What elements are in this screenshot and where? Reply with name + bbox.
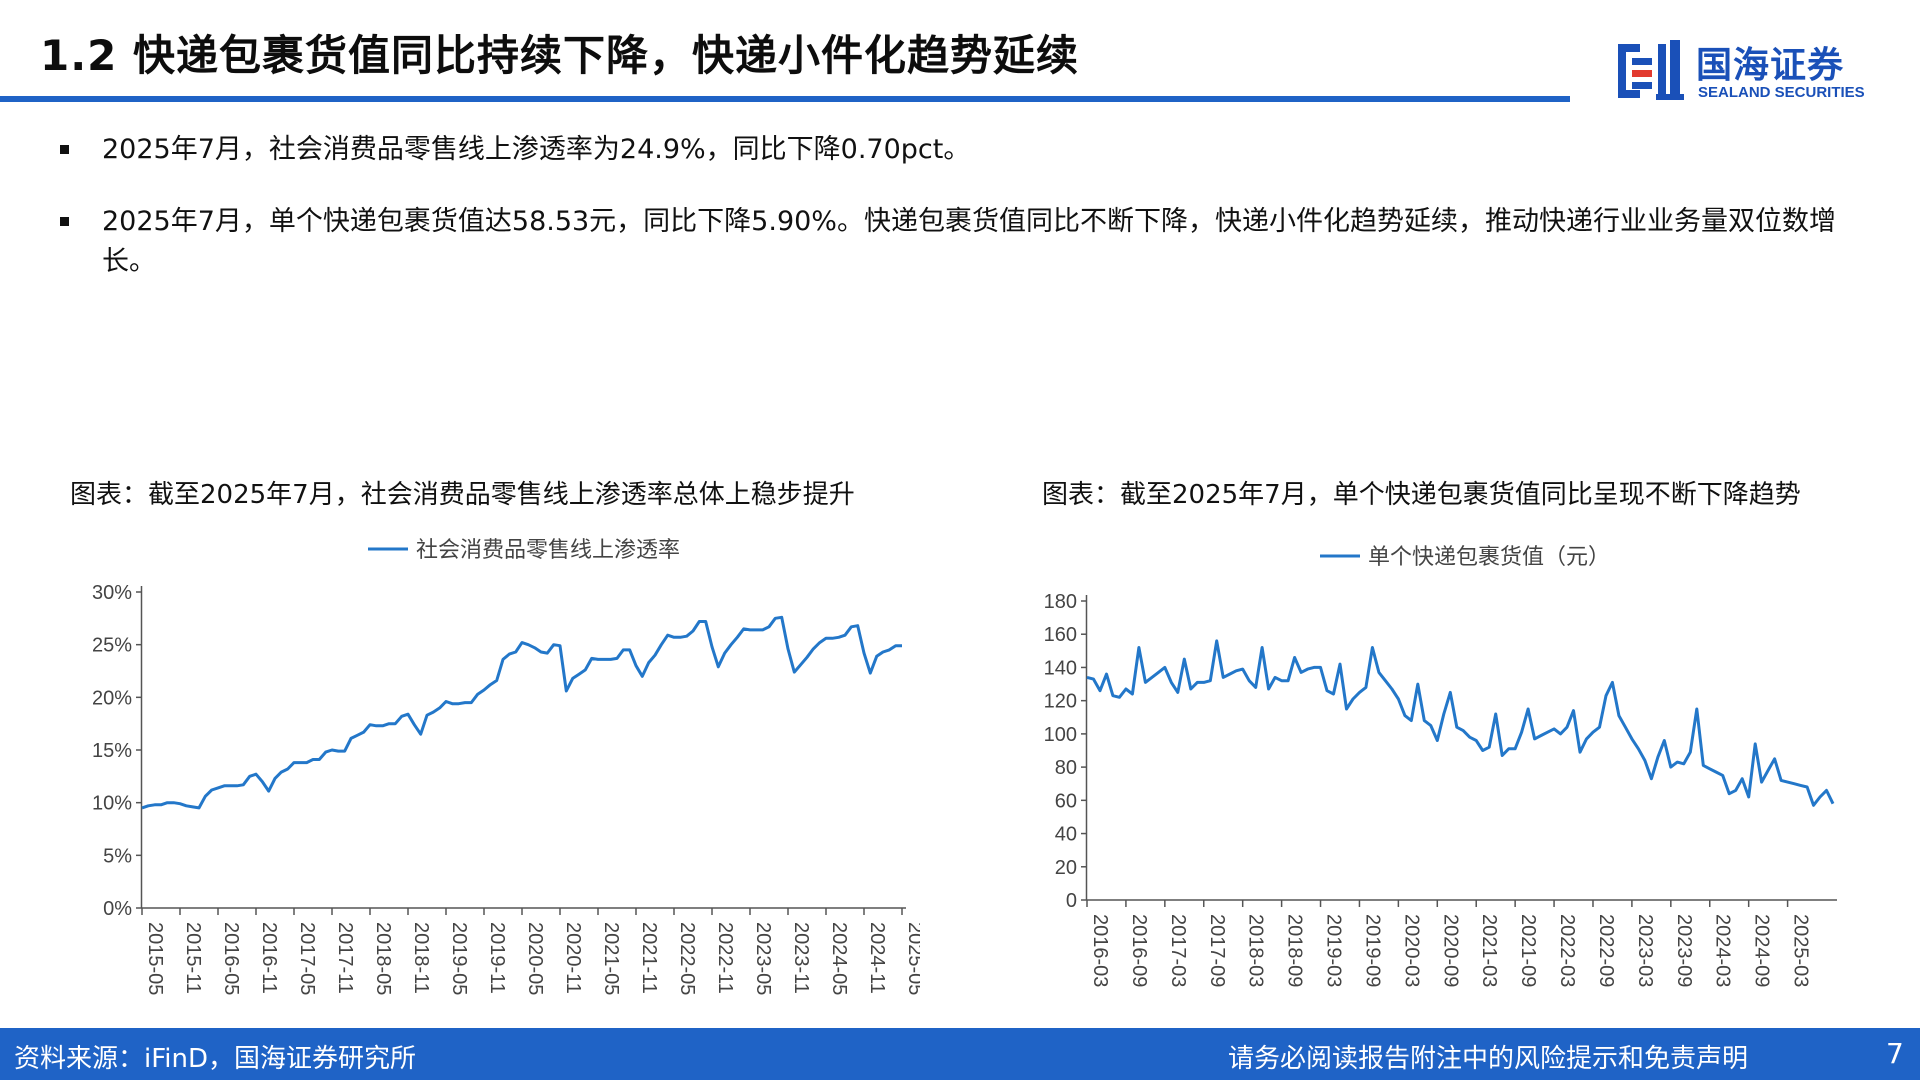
x-tick-label: 2021-09 [1517, 914, 1539, 987]
logo-chinese-name: 国海证券 [1696, 45, 1845, 86]
x-tick-label: 2016-03 [1089, 914, 1111, 987]
bullet-item: 2025年7月，社会消费品零售线上渗透率为24.9%，同比下降0.70pct。 [58, 130, 1858, 170]
y-tick-label: 0% [103, 898, 132, 920]
x-tick-label: 2024-09 [1751, 914, 1773, 987]
y-tick-label: 20 [1055, 857, 1077, 879]
y-tick-label: 30% [92, 582, 132, 604]
x-tick-label: 2024-05 [828, 922, 850, 995]
x-tick-label: 2017-09 [1206, 914, 1228, 987]
bullet-text: 2025年7月，社会消费品零售线上渗透率为24.9%，同比下降0.70pct。 [102, 134, 971, 165]
x-tick-label: 2024-11 [866, 922, 888, 994]
page-title: 1.2 快递包裹货值同比持续下降，快递小件化趋势延续 [40, 31, 1080, 80]
x-tick-label: 2015-11 [182, 922, 204, 994]
bullet-square-icon [60, 145, 69, 154]
x-tick-label: 2016-05 [220, 922, 242, 995]
x-tick-label: 2024-03 [1712, 914, 1734, 987]
y-tick-label: 60 [1055, 790, 1077, 812]
x-tick-label: 2019-03 [1323, 914, 1345, 987]
x-tick-label: 2020-09 [1439, 914, 1461, 987]
x-tick-label: 2022-11 [714, 922, 736, 994]
x-tick-label: 2015-05 [144, 922, 166, 995]
x-tick-label: 2023-05 [752, 922, 774, 995]
page-number: 7 [1886, 1037, 1904, 1070]
bullet-list: 2025年7月，社会消费品零售线上渗透率为24.9%，同比下降0.70pct。 … [58, 130, 1858, 314]
title-divider [0, 96, 1570, 102]
company-logo: 国海证券 SEALAND SECURITIES [1612, 36, 1882, 106]
right-chart-caption: 图表：截至2025年7月，单个快递包裹货值同比呈现不断下降趋势 [1042, 480, 1801, 510]
bullet-text: 2025年7月，单个快递包裹货值达58.53元，同比下降5.90%。快递包裹货值… [102, 206, 1836, 277]
x-tick-label: 2020-05 [524, 922, 546, 995]
y-tick-label: 80 [1055, 757, 1077, 779]
series-line [141, 615, 902, 810]
y-tick-label: 100 [1044, 724, 1077, 746]
x-tick-label: 2017-11 [334, 922, 356, 994]
x-tick-label: 2022-03 [1556, 914, 1578, 987]
x-tick-label: 2018-11 [410, 922, 432, 994]
bullet-item: 2025年7月，单个快递包裹货值达58.53元，同比下降5.90%。快递包裹货值… [58, 202, 1858, 282]
logo-english-name: SEALAND SECURITIES [1698, 84, 1865, 101]
left-chart-caption: 图表：截至2025年7月，社会消费品零售线上渗透率总体上稳步提升 [70, 480, 855, 510]
x-tick-label: 2025-03 [1790, 914, 1812, 987]
x-tick-label: 2020-03 [1400, 914, 1422, 987]
x-tick-label: 2021-05 [600, 922, 622, 995]
x-tick-label: 2019-09 [1361, 914, 1383, 987]
y-tick-label: 20% [92, 687, 132, 709]
x-tick-label: 2022-05 [676, 922, 698, 995]
x-tick-label: 2017-03 [1167, 914, 1189, 987]
bullet-square-icon [60, 217, 69, 226]
online-penetration-chart: 社会消费品零售线上渗透率 0% 5% 10% 15% 20% 25% 30% 2015-05 20… [70, 525, 920, 1025]
x-tick-label: 2023-09 [1673, 914, 1695, 987]
y-tick-label: 0 [1066, 890, 1077, 912]
x-tick-label: 2021-03 [1478, 914, 1500, 987]
y-tick-label: 180 [1044, 591, 1077, 613]
logo-mark-icon [1618, 40, 1684, 100]
x-tick-label: 2018-09 [1284, 914, 1306, 987]
y-tick-label: 25% [92, 635, 132, 657]
footer-bar: 资料来源：iFinD，国海证券研究所 请务必阅读报告附注中的风险提示和免责声明 … [0, 1028, 1920, 1080]
y-tick-label: 15% [92, 740, 132, 762]
x-tick-label: 2021-11 [638, 922, 660, 994]
parcel-value-chart-svg: 单个快递包裹货值（元） 0 20 40 60 80 100 120 140 160 180 2016-… [1044, 545, 1837, 987]
x-tick-label: 2019-05 [448, 922, 470, 995]
y-tick-label: 40 [1055, 824, 1077, 846]
footer-source: 资料来源：iFinD，国海证券研究所 [14, 1044, 417, 1074]
y-tick-label: 10% [92, 793, 132, 815]
footer-disclaimer: 请务必阅读报告附注中的风险提示和免责声明 [1228, 1044, 1749, 1074]
x-tick-label: 2023-11 [790, 922, 812, 994]
x-tick-label: 2025-05 [904, 922, 920, 995]
x-tick-label: 2023-03 [1634, 914, 1656, 987]
y-tick-label: 5% [103, 845, 132, 867]
y-tick-label: 140 [1044, 657, 1077, 679]
y-tick-label: 160 [1044, 624, 1077, 646]
legend-label: 单个快递包裹货值（元） [1368, 545, 1610, 570]
x-tick-label: 2016-11 [258, 922, 280, 994]
x-tick-label: 2022-09 [1595, 914, 1617, 987]
online-penetration-chart-svg: 社会消费品零售线上渗透率 0% 5% 10% 15% 20% 25% 30% 2015-05 20… [92, 538, 920, 995]
x-tick-label: 2017-05 [296, 922, 318, 995]
x-tick-label: 2020-11 [562, 922, 584, 994]
legend-label: 社会消费品零售线上渗透率 [416, 538, 680, 563]
x-tick-label: 2016-09 [1128, 914, 1150, 987]
series-line [1086, 639, 1835, 807]
x-tick-label: 2019-11 [486, 922, 508, 994]
parcel-value-chart: 单个快递包裹货值（元） 0 20 40 60 80 100 120 140 160 180 2016-… [1040, 530, 1890, 1025]
y-tick-label: 120 [1044, 691, 1077, 713]
x-tick-label: 2018-05 [372, 922, 394, 995]
x-tick-label: 2018-03 [1245, 914, 1267, 987]
